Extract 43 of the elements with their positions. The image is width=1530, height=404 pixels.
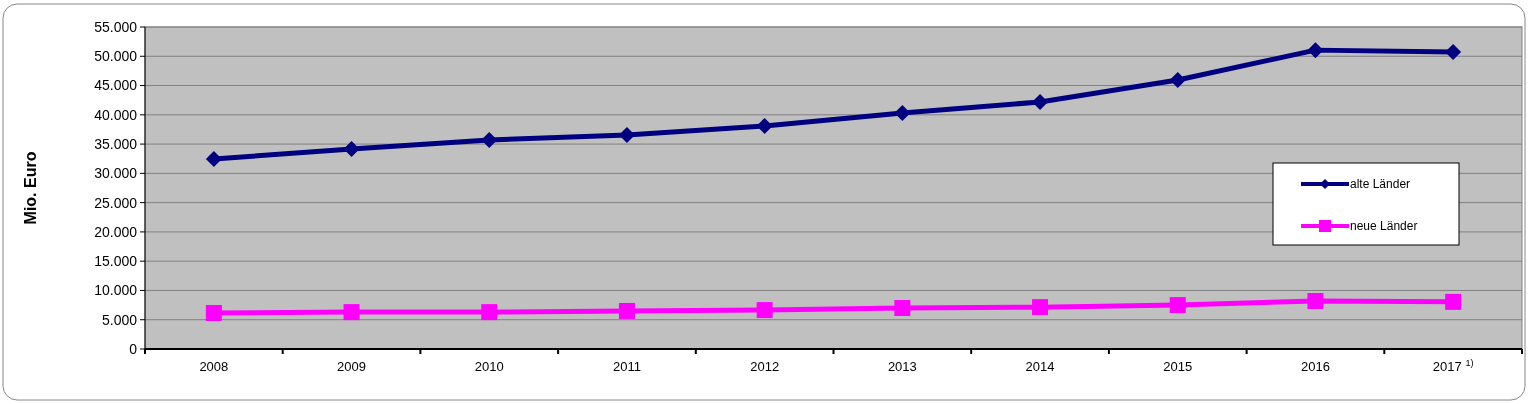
point [1307,42,1324,59]
y-tick-label: 20.000 [94,223,138,240]
point [343,304,360,321]
x-tick-label: 2014 [1025,359,1055,374]
y-tick-label: 25.000 [94,194,138,211]
point [1445,293,1462,310]
x-tick-label: 2015 [1163,359,1193,374]
x-tick-label: 2017 $^{1)}$ [1432,358,1474,374]
y-tick-label: 0 [129,340,138,357]
y-axis-title: Mio. Euro [22,151,39,225]
point [1445,43,1462,60]
y-tick-label: 50.000 [94,48,138,65]
point [756,302,773,319]
point [1032,299,1049,316]
x-tick-label: 2011 [612,359,641,374]
x-tick-label: 2010 [474,359,504,374]
y-tick-label: 45.000 [94,77,138,94]
x-tick-label: 2009 [337,359,367,374]
y-tick-label: 40.000 [94,106,138,123]
point [894,300,911,317]
y-tick-label: 10.000 [94,282,138,299]
y-tick-label: 15.000 [94,253,138,270]
point [1169,71,1186,88]
point [756,117,773,134]
point [205,305,222,321]
legend-label: neue Länder [1350,219,1418,234]
y-tick-label: 30.000 [94,165,138,182]
point [343,141,360,158]
x-tick-label: 2008 [199,359,229,374]
point [205,151,222,168]
y-tick-label: 5.000 [101,311,138,328]
point [1307,292,1324,309]
point [1032,93,1049,110]
x-tick-label: 2013 [887,359,917,374]
point [481,304,498,321]
x-tick-label: 2016 [1300,359,1330,374]
y-tick-label: 35.000 [94,135,138,152]
point [894,105,911,122]
legend-label: alte Länder [1350,177,1411,192]
point [618,302,635,319]
point [1169,297,1186,314]
x-tick-label: 2012 [750,359,780,374]
y-tick-label: 55.000 [94,18,138,35]
